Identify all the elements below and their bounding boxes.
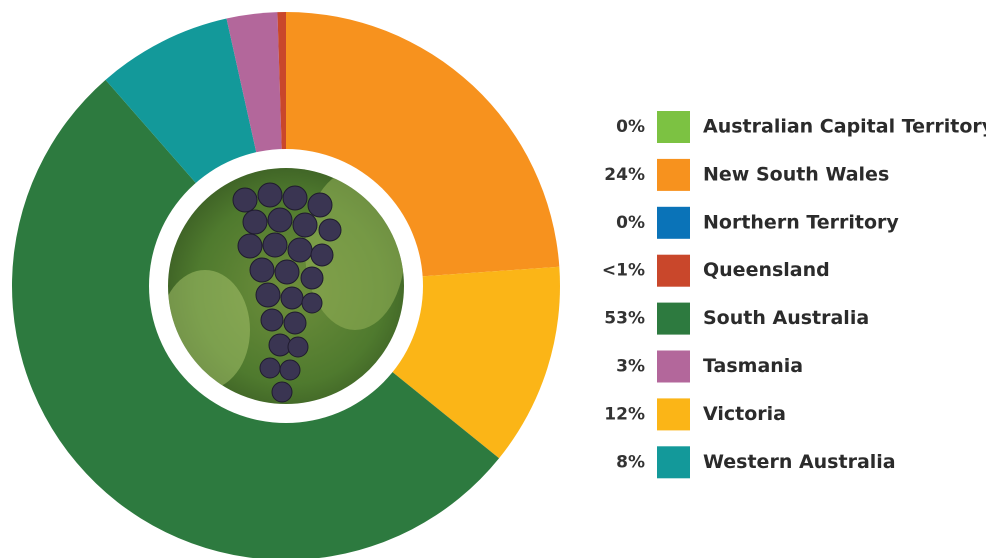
legend-label: Queensland: [703, 259, 830, 281]
legend-label: Northern Territory: [703, 211, 899, 233]
legend-value: 24%: [604, 165, 645, 185]
legend-label: New South Wales: [703, 163, 889, 185]
legend-swatch: [657, 206, 690, 239]
legend-label: Western Australia: [703, 451, 896, 473]
legend-value: 0%: [616, 213, 645, 233]
legend-swatch: [657, 254, 690, 287]
legend: 0% Australian Capital Territory 24% New Sou…: [602, 111, 986, 479]
legend-label: South Australia: [703, 307, 869, 329]
legend-label: Victoria: [703, 403, 786, 425]
legend-swatch: [657, 398, 690, 431]
legend-swatch: [657, 158, 690, 191]
legend-value: 0%: [616, 117, 645, 137]
legend-label: Australian Capital Territory: [703, 116, 986, 138]
legend-value: 8%: [616, 452, 645, 472]
legend-value: 53%: [604, 309, 645, 329]
legend-value: <1%: [602, 261, 645, 281]
legend-value: 12%: [604, 404, 645, 424]
legend-swatch: [657, 111, 690, 143]
legend-value: 3%: [616, 357, 645, 377]
legend-swatch: [657, 446, 690, 479]
legend-swatch: [657, 302, 690, 335]
legend-swatch: [657, 350, 690, 383]
legend-label: Tasmania: [703, 355, 803, 377]
